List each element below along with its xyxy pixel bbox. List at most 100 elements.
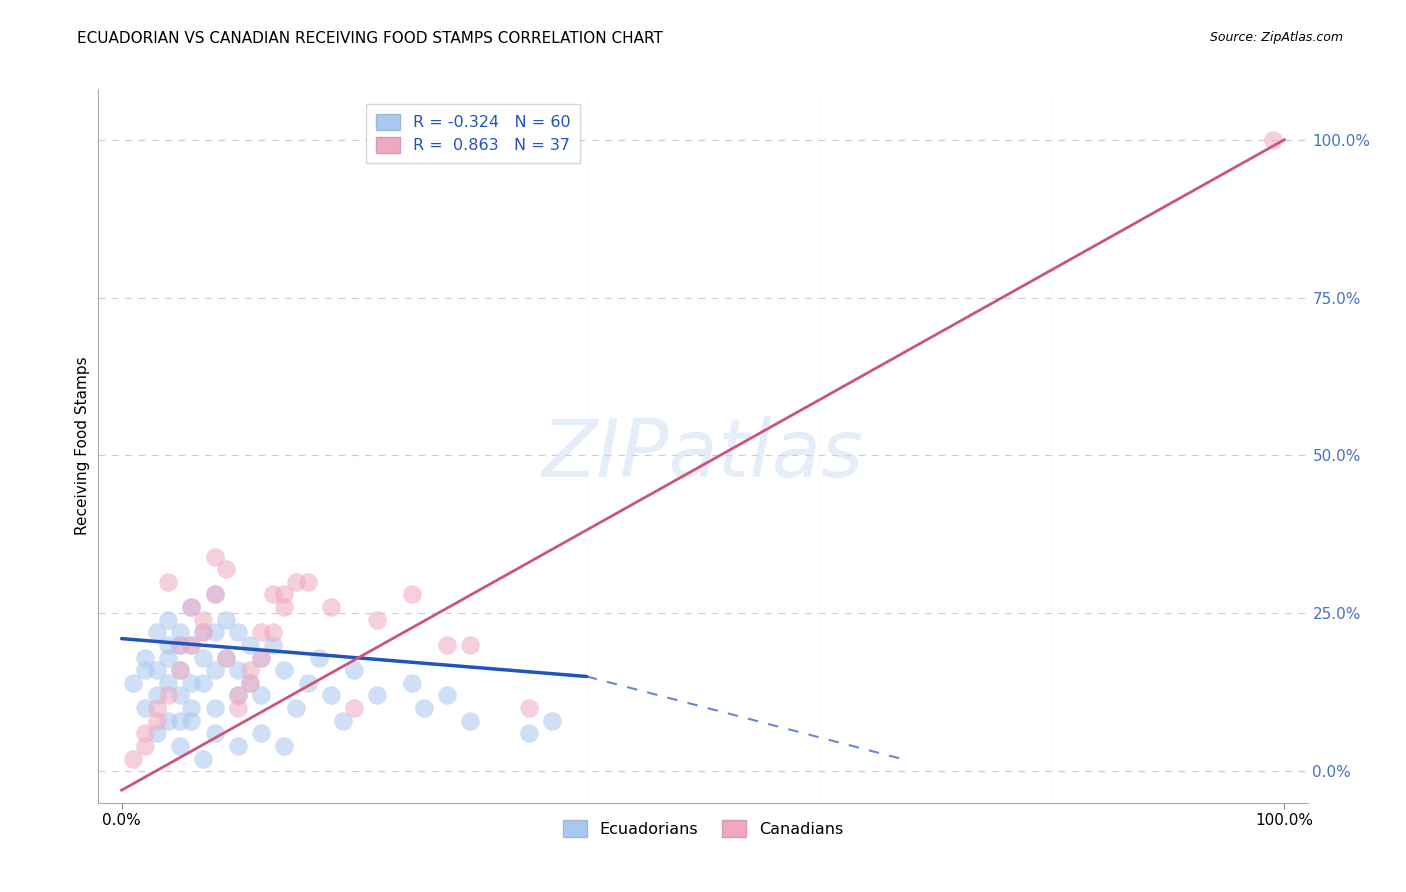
Point — [285, 701, 308, 715]
Point — [239, 663, 262, 677]
Point — [540, 714, 562, 728]
Point — [157, 689, 180, 703]
Point — [226, 663, 249, 677]
Point — [204, 549, 226, 564]
Point — [297, 574, 319, 589]
Point — [145, 663, 167, 677]
Point — [180, 675, 202, 690]
Point — [273, 600, 295, 615]
Point — [239, 675, 262, 690]
Point — [215, 650, 238, 665]
Point — [180, 638, 202, 652]
Point — [204, 587, 226, 601]
Point — [191, 650, 214, 665]
Point — [169, 739, 191, 753]
Point — [134, 663, 156, 677]
Point — [191, 625, 214, 640]
Point — [332, 714, 354, 728]
Point — [401, 675, 423, 690]
Point — [169, 638, 191, 652]
Point — [250, 625, 273, 640]
Point — [366, 613, 388, 627]
Point — [226, 739, 249, 753]
Point — [239, 638, 262, 652]
Point — [134, 701, 156, 715]
Text: ECUADORIAN VS CANADIAN RECEIVING FOOD STAMPS CORRELATION CHART: ECUADORIAN VS CANADIAN RECEIVING FOOD ST… — [77, 31, 664, 46]
Point — [343, 701, 366, 715]
Point — [436, 689, 458, 703]
Point — [250, 726, 273, 740]
Point — [204, 701, 226, 715]
Point — [215, 650, 238, 665]
Point — [157, 574, 180, 589]
Point — [191, 675, 214, 690]
Point — [204, 587, 226, 601]
Point — [157, 675, 180, 690]
Point — [436, 638, 458, 652]
Point — [169, 625, 191, 640]
Point — [250, 650, 273, 665]
Point — [273, 587, 295, 601]
Point — [273, 663, 295, 677]
Point — [122, 751, 145, 765]
Point — [215, 613, 238, 627]
Point — [180, 701, 202, 715]
Point — [169, 663, 191, 677]
Point — [145, 689, 167, 703]
Point — [145, 701, 167, 715]
Point — [157, 650, 180, 665]
Point — [215, 562, 238, 576]
Point — [180, 714, 202, 728]
Point — [226, 689, 249, 703]
Point — [460, 714, 482, 728]
Point — [122, 675, 145, 690]
Point — [191, 625, 214, 640]
Point — [366, 689, 388, 703]
Point — [517, 701, 540, 715]
Point — [134, 739, 156, 753]
Point — [297, 675, 319, 690]
Point — [145, 714, 167, 728]
Point — [157, 613, 180, 627]
Point — [180, 600, 202, 615]
Point — [134, 726, 156, 740]
Point — [204, 726, 226, 740]
Point — [226, 701, 249, 715]
Point — [191, 751, 214, 765]
Point — [262, 587, 284, 601]
Point — [191, 613, 214, 627]
Point — [517, 726, 540, 740]
Text: ZIPatlas: ZIPatlas — [541, 417, 865, 494]
Point — [157, 638, 180, 652]
Point — [204, 663, 226, 677]
Point — [262, 625, 284, 640]
Point — [134, 650, 156, 665]
Y-axis label: Receiving Food Stamps: Receiving Food Stamps — [75, 357, 90, 535]
Point — [460, 638, 482, 652]
Point — [319, 689, 342, 703]
Text: Source: ZipAtlas.com: Source: ZipAtlas.com — [1209, 31, 1343, 45]
Point — [343, 663, 366, 677]
Point — [285, 574, 308, 589]
Point — [180, 638, 202, 652]
Point — [273, 739, 295, 753]
Point — [180, 600, 202, 615]
Point — [169, 714, 191, 728]
Point — [1261, 133, 1284, 147]
Point — [145, 625, 167, 640]
Legend: Ecuadorians, Canadians: Ecuadorians, Canadians — [555, 813, 851, 845]
Point — [226, 689, 249, 703]
Point — [145, 726, 167, 740]
Point — [319, 600, 342, 615]
Point — [204, 625, 226, 640]
Point — [262, 638, 284, 652]
Point — [157, 714, 180, 728]
Point — [226, 625, 249, 640]
Point — [239, 675, 262, 690]
Point — [250, 650, 273, 665]
Point — [169, 689, 191, 703]
Point — [250, 689, 273, 703]
Point — [169, 663, 191, 677]
Point — [413, 701, 436, 715]
Point — [169, 638, 191, 652]
